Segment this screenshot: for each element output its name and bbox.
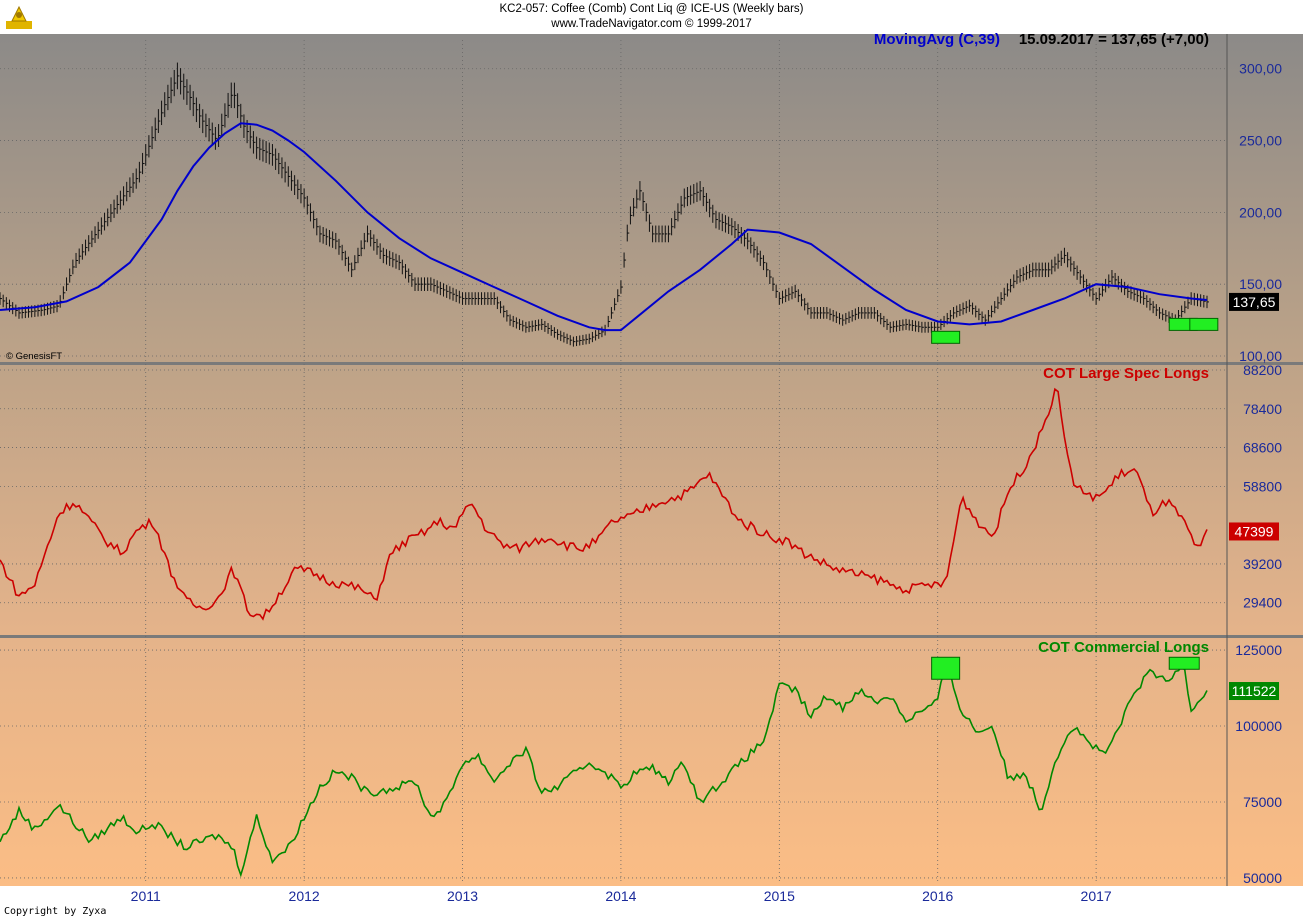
x-tick-label: 2013 — [447, 888, 478, 904]
y-tick-label: 100000 — [1235, 718, 1282, 734]
commercial-longs-line — [0, 664, 1208, 878]
last-value-label: 137,65 — [1233, 294, 1276, 310]
panel-title: COT Large Spec Longs — [1043, 365, 1209, 382]
x-tick-label: 2011 — [131, 888, 161, 904]
last-value-box — [1229, 682, 1279, 701]
panel-separator — [0, 362, 1303, 365]
y-tick-label: 125000 — [1235, 642, 1282, 658]
trade-navigator-logo — [6, 5, 32, 29]
y-tick-label: 50000 — [1243, 870, 1282, 886]
panel-title: COT Commercial Longs — [1038, 639, 1209, 656]
signal-marker — [931, 330, 961, 344]
signal-marker — [1168, 656, 1200, 670]
plot-background — [0, 34, 1303, 886]
last-value-label: 47399 — [1235, 523, 1274, 539]
x-tick-label: 2017 — [1081, 888, 1112, 904]
spec-longs-line — [0, 387, 1208, 621]
copyright-footer: Copyright by Zyxa — [4, 906, 107, 917]
panel-title: MovingAvg (C,39) — [874, 31, 1000, 48]
panel-separator — [0, 635, 1303, 638]
x-tick-label: 2015 — [764, 888, 795, 904]
y-tick-label: 29400 — [1243, 595, 1282, 611]
y-tick-label: 300,00 — [1239, 61, 1282, 77]
last-value-box — [1229, 522, 1279, 541]
x-tick-label: 2014 — [605, 888, 636, 904]
y-tick-label: 68600 — [1243, 440, 1282, 456]
last-value-box — [1229, 292, 1279, 311]
y-tick-label: 88200 — [1243, 362, 1282, 378]
y-tick-label: 75000 — [1243, 794, 1282, 810]
signal-marker — [1189, 317, 1219, 331]
y-tick-label: 58800 — [1243, 478, 1282, 494]
ma-readout: 15.09.2017 = 137,65 (+7,00) — [1019, 31, 1209, 48]
signal-marker — [931, 656, 961, 680]
y-tick-label: 250,00 — [1239, 133, 1282, 149]
x-axis: 2011 2012 2013 2014 2015 2016 2017 — [131, 888, 1112, 904]
y-tick-label: 100,00 — [1239, 348, 1282, 364]
commercial-panel: 50000 75000 100000 125000 COT Commercial Lon… — [0, 639, 1282, 886]
grid — [0, 34, 1303, 886]
y-tick-label: 150,00 — [1239, 276, 1282, 292]
y-tick-label: 39200 — [1243, 556, 1282, 572]
moving-average-line — [0, 122, 1208, 332]
y-tick-label: 78400 — [1243, 401, 1282, 417]
chart-header: KC2-057: Coffee (Comb) Cont Liq @ ICE-US… — [0, 0, 1303, 34]
last-value-label: 111522 — [1232, 683, 1277, 699]
chart-symbol-title: KC2-057: Coffee (Comb) Cont Liq @ ICE-US… — [499, 3, 804, 15]
x-tick-label: 2016 — [922, 888, 953, 904]
chart-source-line: www.TradeNavigator.com © 1999-2017 — [551, 18, 752, 30]
watermark: © GenesisFT — [6, 351, 62, 362]
spec-panel: 29400 39200 58800 68600 78400 88200 COT Large … — [0, 362, 1282, 621]
price-panel: 100,00 150,00 200,00 250,00 300,00 MovingAvg … — [0, 31, 1282, 364]
x-tick-label: 2012 — [289, 888, 320, 904]
y-tick-label: 200,00 — [1239, 204, 1282, 220]
